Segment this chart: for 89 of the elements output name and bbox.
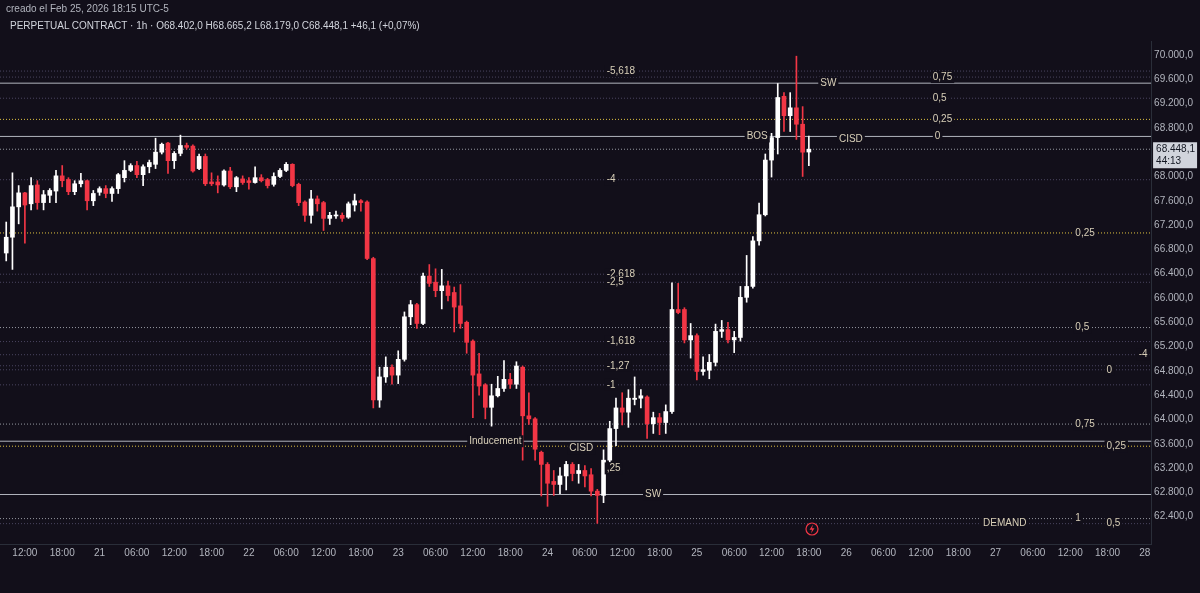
annotation: -4 <box>1138 348 1148 360</box>
annotation: 0,25 <box>1106 439 1127 451</box>
x-tick-label: 12:00 <box>311 546 337 558</box>
annotation: Inducement <box>469 434 522 446</box>
x-tick-label: 18:00 <box>348 546 374 558</box>
annotation: BOS <box>746 130 769 142</box>
y-tick-label: 66.800,0 <box>1154 243 1194 255</box>
x-tick-label: 18:00 <box>1095 546 1121 558</box>
candlestick <box>594 489 600 524</box>
x-tick-label: 28 <box>1139 546 1151 558</box>
annotation: 0,5 <box>1106 517 1121 529</box>
x-tick-label: 06:00 <box>572 546 598 558</box>
candlestick <box>638 389 644 409</box>
chart-title: PERPETUAL CONTRACT · 1h · O68.402,0 H68.665,2 L68.179,0 C68.448,1 +46,1 (+0,07%) <box>10 20 420 31</box>
annotation: 1 <box>1075 512 1082 524</box>
x-tick-label: 18:00 <box>199 546 225 558</box>
x-tick-label: 12:00 <box>1057 546 1084 558</box>
annotation: 0,75 <box>1075 417 1096 429</box>
x-tick-label: 18:00 <box>497 546 524 558</box>
y-tick-label: 69.600,0 <box>1154 73 1194 85</box>
candlestick <box>700 356 706 376</box>
x-tick-label: 06:00 <box>1020 546 1046 558</box>
x-tick-label: 12:00 <box>161 546 188 558</box>
x-tick-label: 06:00 <box>871 546 897 558</box>
annotation: -5,618 <box>606 64 636 76</box>
y-tick-label: 62.400,0 <box>1154 510 1194 522</box>
y-tick-label: 66.000,0 <box>1154 291 1194 303</box>
x-tick-label: 18:00 <box>647 546 673 558</box>
y-tick-label: 68.000,0 <box>1154 170 1194 182</box>
annotation: -4 <box>606 173 616 185</box>
x-tick-label: 06:00 <box>423 546 449 558</box>
annotation: 0,5 <box>1075 321 1090 333</box>
annotation: CISD <box>569 441 594 453</box>
annotation: 0 <box>1106 363 1113 375</box>
x-tick-label: 18:00 <box>945 546 972 558</box>
x-tick-label: 21 <box>93 546 106 558</box>
x-tick-label: 06:00 <box>273 546 300 558</box>
x-tick-label: 27 <box>989 546 1002 558</box>
annotation: 0 <box>934 130 941 142</box>
y-tick-label: 67.200,0 <box>1154 218 1194 230</box>
chart-subtitle: creado el Feb 25, 2026 18:15 UTC-5 <box>6 3 169 14</box>
candlestick <box>787 92 793 132</box>
annotation: SW <box>645 488 662 500</box>
y-tick-label: 66.400,0 <box>1154 267 1194 279</box>
x-tick-label: 12:00 <box>12 546 38 558</box>
y-tick-label: 63.200,0 <box>1154 461 1194 473</box>
x-tick-label: 23 <box>392 546 405 558</box>
ref-line-label: 68.448,1 <box>1156 143 1196 154</box>
x-tick-label: 12:00 <box>609 546 636 558</box>
annotation: -1,618 <box>606 335 636 347</box>
annotation: 0,25 <box>932 113 953 125</box>
annotation: 0,75 <box>932 70 953 82</box>
x-tick-label: 24 <box>541 546 554 558</box>
y-tick-label: 69.200,0 <box>1154 97 1194 109</box>
y-tick-label: 64.800,0 <box>1154 364 1194 376</box>
annotation: -2,5 <box>606 276 625 288</box>
y-tick-label: 65.600,0 <box>1154 316 1194 328</box>
x-tick-label: 12:00 <box>908 546 934 558</box>
x-tick-label: 18:00 <box>796 546 822 558</box>
text: 44:13 <box>1156 155 1182 166</box>
annotation: -1 <box>606 378 616 390</box>
x-tick-label: 12:00 <box>759 546 785 558</box>
x-tick-label: 26 <box>840 546 853 558</box>
candlestick <box>439 269 445 310</box>
x-tick-label: 12:00 <box>460 546 486 558</box>
candlestick <box>246 177 252 190</box>
y-tick-label: 68.800,0 <box>1154 121 1194 133</box>
y-tick-label: 65.200,0 <box>1154 340 1194 352</box>
y-tick-label: 67.600,0 <box>1154 194 1194 206</box>
y-tick-label: 63.600,0 <box>1154 437 1194 449</box>
candlestick <box>526 392 532 425</box>
x-tick-label: 18:00 <box>49 546 76 558</box>
annotation: -1,27 <box>606 359 630 371</box>
annotation: 0,5 <box>932 91 948 103</box>
x-tick-label: 22 <box>243 546 255 558</box>
x-tick-label: 06:00 <box>124 546 150 558</box>
annotation: CISD <box>838 133 863 145</box>
y-tick-label: 62.800,0 <box>1154 486 1194 498</box>
annotation: DEMAND <box>983 517 1027 529</box>
annotation: ,25 <box>606 462 621 474</box>
y-tick-label: 70.000,0 <box>1154 48 1194 60</box>
y-tick-label: 64.400,0 <box>1154 388 1194 400</box>
y-tick-label: 64.000,0 <box>1154 413 1194 425</box>
x-tick-label: 06:00 <box>721 546 748 558</box>
x-tick-label: 25 <box>691 546 703 558</box>
annotation: 0,25 <box>1075 226 1096 238</box>
candlestick <box>619 392 625 426</box>
candlestick <box>358 199 364 212</box>
annotation: SW <box>820 76 837 88</box>
